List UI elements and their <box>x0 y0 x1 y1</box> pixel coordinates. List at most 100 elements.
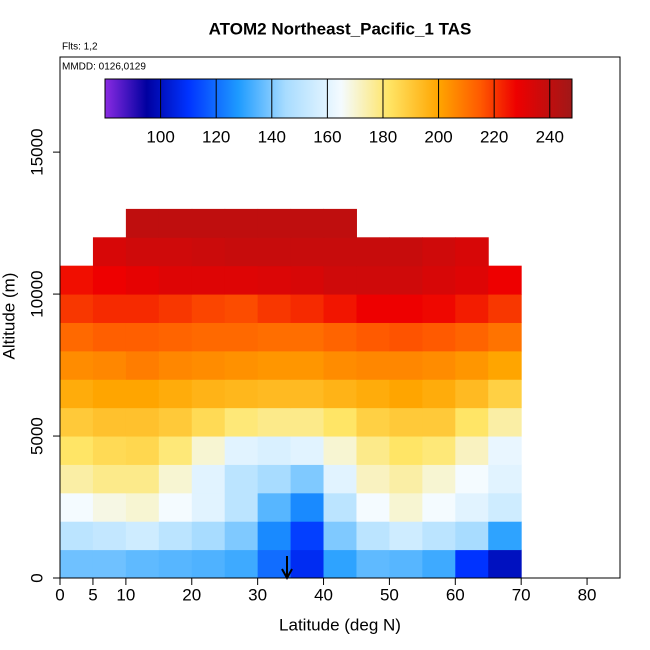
cell <box>455 464 489 494</box>
cell <box>290 492 325 522</box>
cell <box>323 208 357 238</box>
cell <box>422 464 456 494</box>
heatmap <box>60 208 522 579</box>
cell <box>455 407 489 437</box>
cell <box>422 350 456 380</box>
cell <box>389 237 423 267</box>
cell <box>323 407 357 437</box>
cell <box>60 521 94 551</box>
cell <box>158 407 193 437</box>
cell <box>92 407 127 437</box>
cell <box>356 549 390 579</box>
cell <box>125 492 160 522</box>
cell <box>191 521 226 551</box>
cell <box>323 492 357 522</box>
cell <box>389 464 423 494</box>
colorbar <box>104 78 573 119</box>
cell <box>191 492 226 522</box>
cell <box>224 549 259 579</box>
cell <box>92 294 127 323</box>
cell <box>422 521 456 551</box>
cell <box>455 350 489 380</box>
cell <box>323 237 357 267</box>
cell <box>125 464 160 494</box>
cell <box>92 492 127 522</box>
cell <box>257 208 292 238</box>
cell <box>455 294 489 323</box>
x-tick-label: 5 <box>88 585 97 604</box>
x-tick-label: 30 <box>248 585 267 604</box>
x-tick-label: 20 <box>182 585 201 604</box>
cell <box>125 436 160 465</box>
cell <box>125 350 160 380</box>
cell <box>158 379 193 409</box>
cell <box>323 521 357 551</box>
cell <box>60 492 94 522</box>
cell <box>389 521 423 551</box>
cell <box>60 436 94 465</box>
cell <box>125 208 160 238</box>
cell <box>455 322 489 352</box>
x-tick-label: 70 <box>512 585 531 604</box>
cell <box>158 237 193 267</box>
cell <box>488 464 522 494</box>
cell <box>323 379 357 409</box>
cell <box>356 265 390 295</box>
cell <box>92 464 127 494</box>
cell <box>125 322 160 352</box>
cell <box>158 492 193 522</box>
cell <box>60 464 94 494</box>
cell <box>488 350 522 380</box>
cell <box>356 521 390 551</box>
cell <box>488 407 522 437</box>
annotation: MMDD: 0126,0129 <box>62 62 146 73</box>
cell <box>125 265 160 295</box>
cell <box>60 265 94 295</box>
cell <box>488 521 522 551</box>
cell <box>356 322 390 352</box>
cell <box>356 379 390 409</box>
cell <box>290 322 325 352</box>
cell <box>191 294 226 323</box>
cell <box>158 350 193 380</box>
cell <box>92 350 127 380</box>
cell <box>224 294 259 323</box>
cell <box>323 436 357 465</box>
subtitle: Flts: 1,2 <box>62 42 98 53</box>
cell <box>60 407 94 437</box>
plot-frame <box>59 56 621 579</box>
cell <box>356 464 390 494</box>
cell <box>455 549 489 579</box>
cell <box>257 379 292 409</box>
cell <box>323 322 357 352</box>
cell <box>257 350 292 380</box>
cell <box>323 549 357 579</box>
cell <box>191 265 226 295</box>
cell <box>488 265 522 295</box>
cell <box>60 379 94 409</box>
cell <box>488 492 522 522</box>
cell <box>290 237 325 267</box>
cell <box>158 322 193 352</box>
x-tick-label: 0 <box>55 585 64 604</box>
cell <box>191 350 226 380</box>
cell <box>257 492 292 522</box>
colorbar-tick-label: 100 <box>146 127 174 146</box>
cell <box>191 436 226 465</box>
cell <box>257 294 292 323</box>
cell <box>92 237 127 267</box>
cell <box>191 549 226 579</box>
cell <box>125 294 160 323</box>
cell <box>191 379 226 409</box>
cell <box>488 294 522 323</box>
cell <box>60 322 94 352</box>
cell <box>125 521 160 551</box>
cell <box>224 208 259 238</box>
cell <box>224 265 259 295</box>
cell <box>158 464 193 494</box>
cell <box>389 492 423 522</box>
cell <box>389 322 423 352</box>
cell <box>92 322 127 352</box>
colorbar-tick-label: 200 <box>424 127 452 146</box>
cell <box>488 549 522 579</box>
